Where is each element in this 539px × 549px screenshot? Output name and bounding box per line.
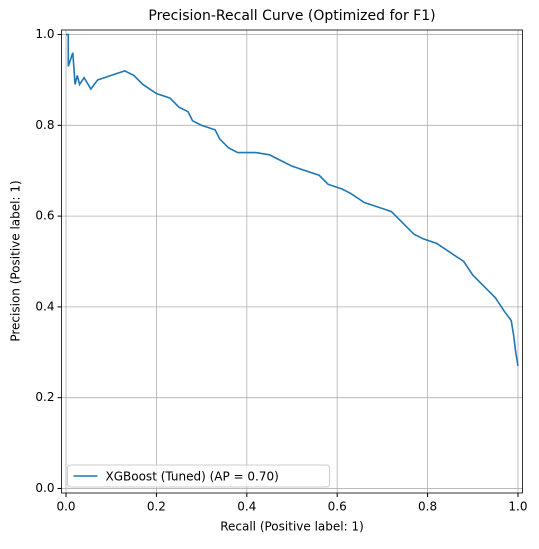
x-tick-label: 1.0 [508, 500, 527, 514]
x-tick-label: 0.0 [56, 500, 75, 514]
x-tick-label: 0.2 [147, 500, 166, 514]
y-tick-label: 0.4 [35, 299, 54, 313]
y-tick-label: 0.2 [35, 390, 54, 404]
y-axis-label: Precision (Positive label: 1) [9, 180, 23, 341]
y-tick-label: 1.0 [35, 27, 54, 41]
pr-curve [66, 33, 519, 367]
x-tick-label: 0.8 [418, 500, 437, 514]
legend-label: XGBoost (Tuned) (AP = 0.70) [106, 470, 279, 484]
chart-title: Precision-Recall Curve (Optimized for F1… [148, 8, 435, 24]
y-tick-label: 0.0 [35, 481, 54, 495]
plot-frame [61, 29, 523, 494]
x-axis-label: Recall (Positive label: 1) [220, 520, 364, 534]
legend-box [67, 464, 330, 488]
x-tick-label: 0.6 [328, 500, 347, 514]
y-tick-label: 0.6 [35, 209, 54, 223]
x-tick-label: 0.4 [237, 500, 256, 514]
y-tick-label: 0.8 [35, 118, 54, 132]
